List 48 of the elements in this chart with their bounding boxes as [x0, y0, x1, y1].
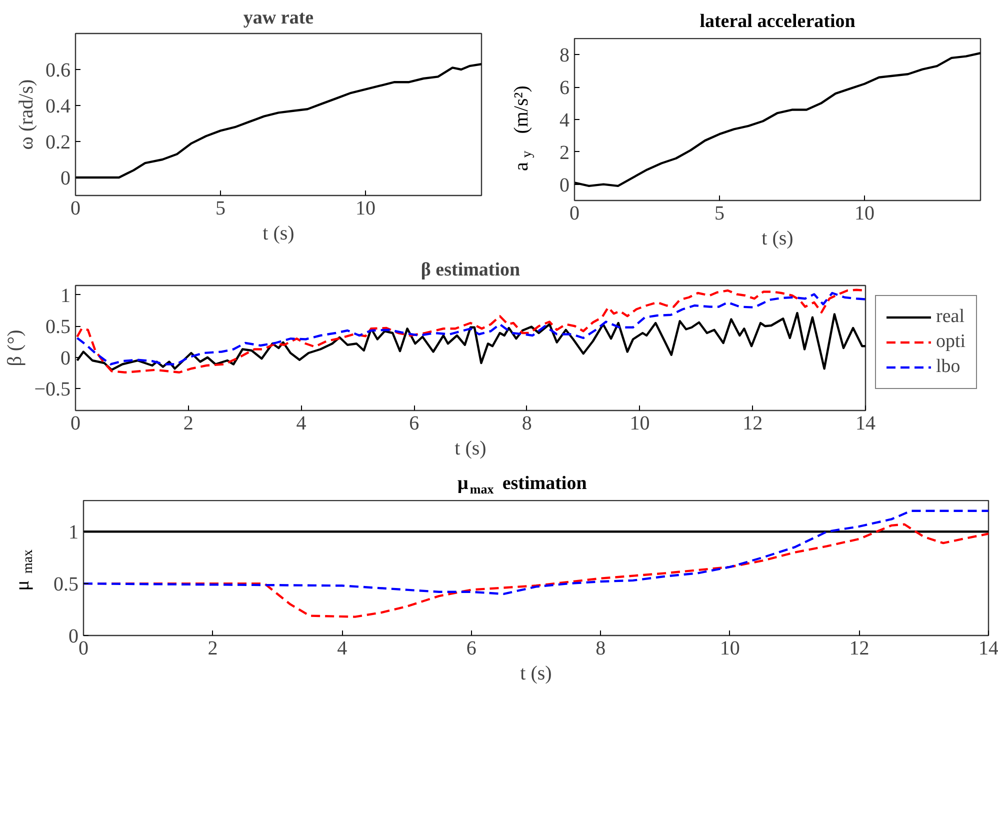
y-tick-label: 0	[60, 168, 70, 190]
y-axis-title: β (°)	[4, 330, 26, 366]
x-tick-label: 2	[183, 412, 194, 434]
legend-label: lbo	[936, 356, 960, 378]
x-tick-label: 10	[720, 638, 740, 660]
x-tick-label: 2	[208, 638, 218, 660]
x-tick-label: 10	[356, 198, 376, 220]
y-tick-label: 0.4	[46, 96, 70, 118]
x-tick-label: 12	[849, 638, 870, 660]
y-tick-label: 0.2	[46, 132, 70, 154]
x-tick-label: 8	[596, 638, 606, 660]
x-tick-label: 14	[856, 412, 876, 434]
x-tick-label: 10	[630, 412, 650, 434]
y-tick-label: 0.6	[46, 60, 70, 82]
line-series	[84, 510, 988, 596]
y-tick-label: 0.5	[46, 316, 70, 338]
x-tick-label: 10	[854, 202, 874, 224]
y-tick-label: 8	[560, 44, 570, 67]
y-tick-label: −0.5	[34, 378, 70, 401]
y-axis-title: μmax	[12, 549, 36, 591]
x-tick-label: 6	[409, 412, 420, 434]
chart-title: yaw rate	[243, 8, 314, 28]
x-tick-label: 4	[337, 638, 348, 660]
x-tick-label: 6	[466, 638, 476, 660]
y-tick-label: 0	[60, 347, 70, 370]
chart-title: lateral acceleration	[700, 11, 856, 32]
y-tick-label: 4	[560, 110, 570, 132]
x-axis-title: t (s)	[262, 222, 294, 244]
y-tick-label: 2	[560, 142, 570, 164]
x-tick-label: 5	[216, 198, 226, 220]
x-tick-label: 8	[522, 412, 532, 434]
y-tick-label: 1	[60, 284, 70, 307]
chart-title: β estimation	[420, 260, 521, 280]
x-axis-title: t (s)	[454, 438, 486, 460]
legend-label: real	[936, 306, 964, 328]
text: ay (m/s²)	[510, 86, 535, 171]
y-axis-title: ω (rad/s)	[16, 79, 38, 150]
y-tick-label: 0.5	[54, 574, 78, 596]
x-tick-label: 12	[742, 412, 763, 434]
x-axis-title: t (s)	[520, 662, 552, 684]
y-tick-label: 1	[68, 522, 78, 544]
x-tick-label: 5	[714, 202, 724, 224]
y-tick-label: 6	[560, 77, 570, 100]
legend-label: opti	[936, 331, 966, 353]
x-axis-title: t (s)	[762, 228, 794, 250]
x-tick-label: 14	[978, 638, 998, 660]
x-tick-label: 4	[296, 412, 306, 434]
y-tick-label: 0	[560, 174, 570, 196]
